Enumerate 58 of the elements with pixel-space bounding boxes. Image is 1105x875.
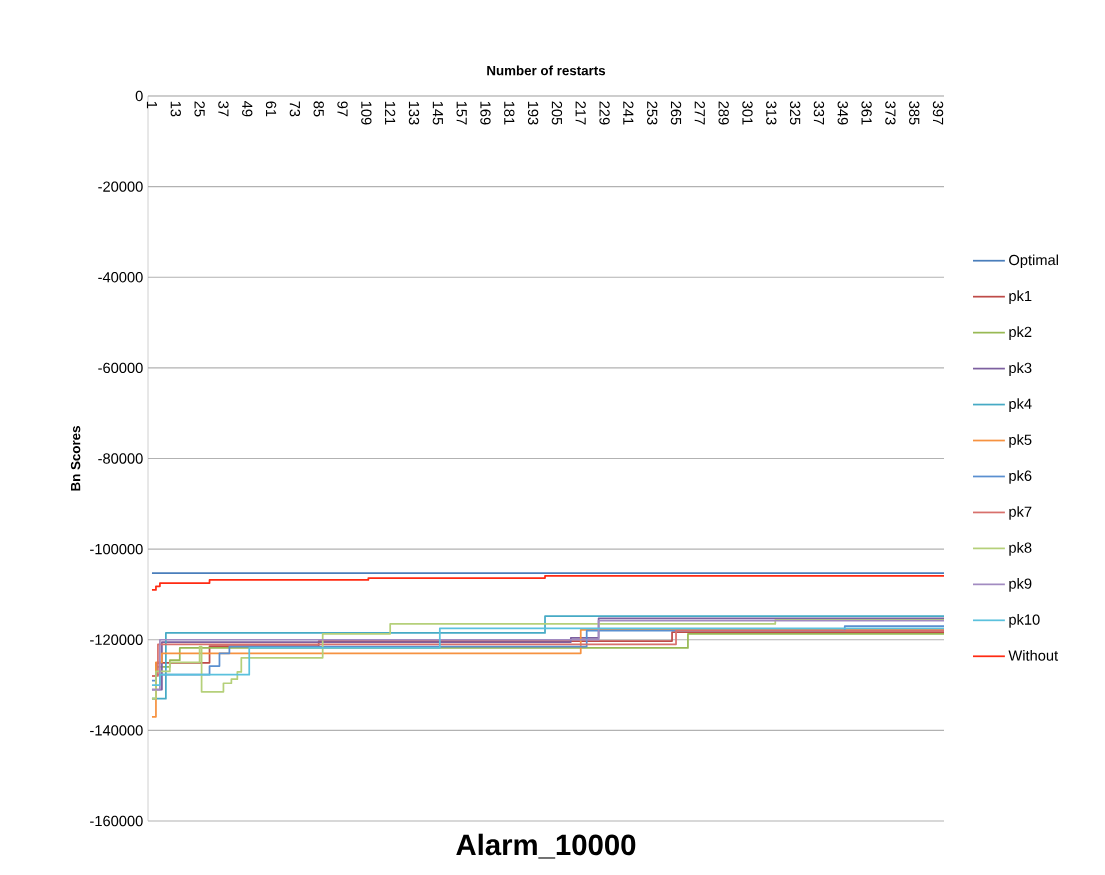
x-tick-label: 313 [766, 101, 777, 125]
legend-label: pk10 [1009, 614, 1040, 628]
legend-label: pk9 [1009, 578, 1032, 592]
x-tick-label: 121 [385, 101, 396, 125]
x-tick-label: 217 [575, 101, 586, 125]
legend-label: pk8 [1009, 542, 1032, 556]
x-tick-label: 181 [504, 101, 515, 125]
y-tick-label: -140000 [90, 725, 143, 736]
legend-label: Optimal [1009, 254, 1058, 269]
x-tick-label: 169 [480, 101, 491, 125]
x-tick-label: 301 [742, 101, 753, 125]
x-tick-label: 229 [599, 101, 610, 125]
x-tick-label: 205 [551, 101, 563, 125]
legend-label: pk5 [1009, 434, 1032, 448]
legend-label: pk2 [1009, 326, 1032, 340]
y-axis-title: Bn Scores [70, 426, 81, 491]
x-tick-label: 25 [194, 101, 205, 117]
legend-label: pk7 [1009, 506, 1032, 520]
x-tick-label: 145 [432, 101, 443, 125]
x-tick-label: 157 [456, 101, 467, 125]
x-tick-label: 85 [313, 101, 324, 117]
text: Alarm_10000 [456, 833, 636, 859]
x-tick-label: 289 [718, 101, 729, 125]
y-tick-label: -120000 [90, 634, 143, 645]
x-tick-label: 37 [218, 101, 229, 117]
x-tick-label: 277 [694, 101, 705, 125]
y-tick-label: 0 [135, 90, 143, 102]
legend-label: Without [1008, 649, 1059, 661]
x-tick-label: 265 [670, 101, 682, 125]
y-tick-label: -20000 [98, 181, 143, 192]
x-tick-label: 97 [337, 101, 348, 117]
x-tick-label: 49 [242, 101, 253, 117]
x-tick-label: 193 [527, 101, 539, 125]
legend-label: pk3 [1009, 362, 1032, 376]
x-tick-label: 241 [623, 101, 634, 125]
y-tick-label: -60000 [98, 362, 143, 374]
x-tick-label: 361 [861, 101, 872, 125]
x-tick-label: 337 [813, 101, 825, 125]
y-tick-label: -160000 [90, 815, 143, 827]
x-tick-label: 61 [265, 101, 277, 117]
x-tick-label: 109 [361, 101, 372, 125]
x-tick-label: 253 [647, 101, 658, 125]
legend-label: pk1 [1009, 290, 1032, 305]
y-tick-label: -80000 [98, 453, 143, 464]
x-tick-label: 13 [170, 101, 181, 117]
legend-label: pk4 [1009, 398, 1032, 412]
y-tick-label: -40000 [98, 272, 143, 283]
x-tick-label: 73 [289, 101, 301, 117]
x-tick-label: 1 [146, 101, 158, 109]
x-tick-label: 373 [885, 101, 896, 125]
x-tick-label: 385 [909, 101, 920, 125]
x-axis-title: Number of restarts [487, 65, 606, 76]
y-tick-label: -100000 [90, 543, 143, 555]
x-tick-label: 397 [932, 101, 944, 125]
x-tick-label: 325 [789, 101, 801, 125]
x-tick-label: 349 [837, 101, 848, 125]
legend-label: pk6 [1009, 470, 1032, 484]
x-tick-label: 133 [408, 101, 420, 125]
